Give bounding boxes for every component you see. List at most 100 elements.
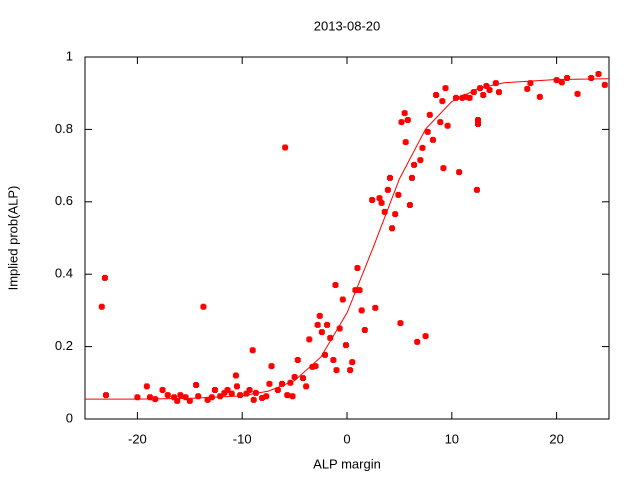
point <box>398 119 405 126</box>
point <box>299 375 306 382</box>
point <box>444 122 451 129</box>
point <box>588 74 595 81</box>
point <box>361 326 368 333</box>
y-tick-label: 0.4 <box>55 266 73 281</box>
x-tick-label: 0 <box>343 431 350 446</box>
point <box>429 136 436 143</box>
point <box>98 303 105 310</box>
point <box>318 329 325 336</box>
point <box>437 119 444 126</box>
point <box>553 77 560 84</box>
point <box>536 93 543 100</box>
point <box>333 367 340 374</box>
point <box>417 157 424 164</box>
point <box>250 396 257 403</box>
point <box>246 387 253 394</box>
y-tick-label: 0.2 <box>55 338 73 353</box>
point <box>524 85 531 92</box>
point <box>312 363 319 370</box>
x-tick-label: -20 <box>128 431 147 446</box>
point <box>422 333 429 340</box>
point <box>369 196 376 203</box>
point <box>186 397 193 404</box>
point <box>424 128 431 135</box>
point <box>211 387 218 394</box>
point <box>249 347 256 354</box>
point <box>174 397 181 404</box>
point <box>414 338 421 345</box>
point <box>324 321 331 328</box>
point <box>480 92 487 99</box>
point <box>330 356 337 363</box>
point <box>284 392 291 399</box>
point <box>282 144 289 151</box>
point <box>354 265 361 272</box>
point <box>303 383 310 390</box>
point <box>164 392 171 399</box>
point <box>395 191 402 198</box>
point <box>266 380 273 387</box>
point <box>224 387 231 394</box>
point <box>339 296 346 303</box>
point <box>558 79 565 86</box>
point <box>356 287 363 294</box>
point <box>291 374 298 381</box>
point <box>456 169 463 176</box>
point <box>314 321 321 328</box>
point <box>268 363 275 370</box>
point <box>193 381 200 388</box>
y-tick-label: 0.8 <box>55 121 73 136</box>
point <box>419 144 426 151</box>
point <box>440 165 447 172</box>
x-axis-label: ALP margin <box>313 456 381 471</box>
point <box>402 139 409 146</box>
point <box>143 383 150 390</box>
point <box>332 282 339 289</box>
x-tick-label: 20 <box>549 431 563 446</box>
fit-line <box>85 78 610 400</box>
point <box>408 174 415 181</box>
point <box>439 98 446 105</box>
point <box>404 116 411 123</box>
point <box>389 225 396 232</box>
point <box>452 94 459 101</box>
point <box>401 110 408 117</box>
point <box>342 342 349 349</box>
point <box>101 274 108 281</box>
point <box>294 356 301 363</box>
point <box>289 393 296 400</box>
point <box>306 336 313 343</box>
point <box>177 392 184 399</box>
point <box>384 186 391 193</box>
point <box>347 367 354 374</box>
x-tick-label: 10 <box>445 431 459 446</box>
point <box>595 71 602 78</box>
point <box>358 307 365 314</box>
chart-title: 2013-08-20 <box>314 18 381 33</box>
point <box>274 387 281 394</box>
point <box>486 86 493 93</box>
point <box>426 111 433 118</box>
point <box>102 392 109 399</box>
point <box>601 81 608 88</box>
point <box>372 304 379 311</box>
point <box>433 92 440 99</box>
point <box>376 195 383 202</box>
y-tick-label: 1 <box>66 48 73 63</box>
point <box>200 303 207 310</box>
point <box>473 186 480 193</box>
point <box>378 199 385 206</box>
y-axis-label: Implied prob(ALP) <box>5 186 20 291</box>
point <box>406 202 413 209</box>
point <box>232 372 239 379</box>
point <box>466 94 473 101</box>
point <box>159 387 166 394</box>
point <box>411 161 418 168</box>
point <box>442 85 449 92</box>
point <box>475 120 481 127</box>
point <box>349 359 356 366</box>
point <box>470 89 477 96</box>
point <box>392 211 399 218</box>
